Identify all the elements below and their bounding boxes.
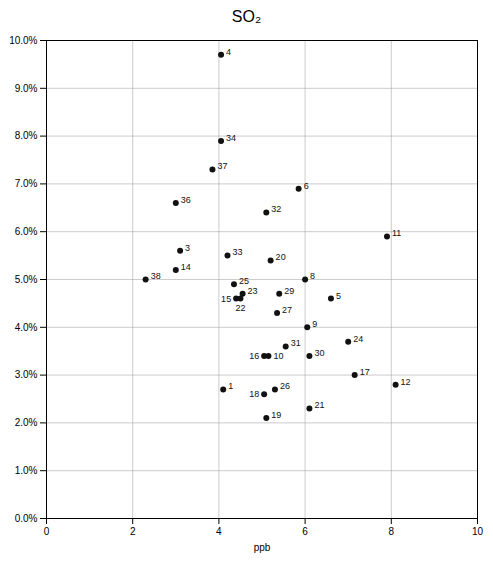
- svg-text:22: 22: [235, 303, 245, 313]
- svg-text:26: 26: [280, 381, 290, 391]
- svg-text:7.0%: 7.0%: [15, 178, 38, 189]
- svg-text:3: 3: [185, 243, 190, 253]
- svg-text:6.0%: 6.0%: [15, 226, 38, 237]
- svg-text:21: 21: [314, 400, 324, 410]
- svg-text:18: 18: [249, 389, 259, 399]
- svg-text:ppb: ppb: [254, 542, 271, 553]
- svg-text:4.0%: 4.0%: [15, 322, 38, 333]
- svg-text:31: 31: [291, 338, 301, 348]
- svg-text:33: 33: [233, 247, 243, 257]
- svg-text:32: 32: [271, 204, 281, 214]
- svg-text:24: 24: [353, 334, 363, 344]
- svg-text:10.0%: 10.0%: [9, 35, 37, 46]
- svg-text:12: 12: [401, 377, 411, 387]
- svg-text:15: 15: [221, 294, 231, 304]
- svg-text:4: 4: [226, 47, 231, 57]
- svg-text:36: 36: [181, 195, 191, 205]
- svg-text:5.0%: 5.0%: [15, 274, 38, 285]
- svg-text:0: 0: [44, 526, 50, 537]
- svg-text:11: 11: [392, 228, 401, 238]
- svg-text:29: 29: [284, 286, 294, 296]
- svg-text:38: 38: [151, 271, 161, 281]
- svg-text:23: 23: [248, 286, 258, 296]
- svg-text:9.0%: 9.0%: [15, 83, 38, 94]
- svg-text:19: 19: [271, 410, 281, 420]
- html-text:SO₂: SO₂: [231, 8, 262, 25]
- svg-text:2.0%: 2.0%: [15, 417, 38, 428]
- svg-text:17: 17: [360, 367, 370, 377]
- svg-text:4: 4: [216, 526, 222, 537]
- svg-text:5: 5: [336, 291, 341, 301]
- svg-text:27: 27: [282, 305, 292, 315]
- svg-text:14: 14: [181, 262, 191, 272]
- svg-text:0.0%: 0.0%: [15, 513, 38, 524]
- svg-text:8.0%: 8.0%: [15, 130, 38, 141]
- svg-text:2: 2: [130, 526, 136, 537]
- svg-text:30: 30: [314, 348, 324, 358]
- svg-text:37: 37: [217, 161, 227, 171]
- svg-text:34: 34: [226, 133, 236, 143]
- svg-text:9: 9: [312, 319, 317, 329]
- svg-text:10: 10: [273, 351, 283, 361]
- svg-text:6: 6: [302, 526, 308, 537]
- svg-text:10: 10: [472, 526, 484, 537]
- svg-text:25: 25: [239, 276, 249, 286]
- svg-text:1.0%: 1.0%: [15, 465, 38, 476]
- svg-text:1: 1: [228, 381, 233, 391]
- svg-text:16: 16: [249, 351, 259, 361]
- svg-text:8: 8: [389, 526, 395, 537]
- svg-text:6: 6: [304, 181, 309, 191]
- svg-text:3.0%: 3.0%: [15, 369, 38, 380]
- svg-text:20: 20: [276, 252, 286, 262]
- svg-text:8: 8: [310, 271, 315, 281]
